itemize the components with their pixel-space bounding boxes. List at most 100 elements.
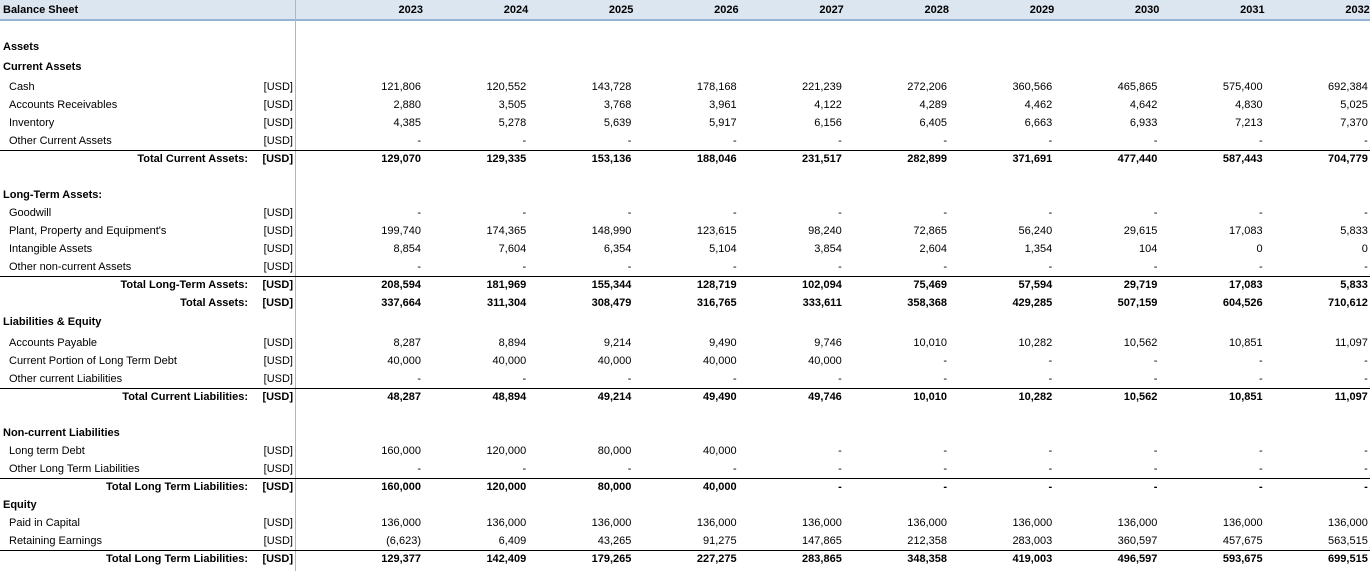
value-cell: - xyxy=(732,261,737,273)
total-value: 710,612 xyxy=(1328,297,1368,309)
value-cell: - xyxy=(1258,135,1263,147)
total-label: Total Current Liabilities: xyxy=(122,391,248,403)
total-value: - xyxy=(1258,481,1263,493)
section-heading: Current Assets xyxy=(3,61,82,73)
value-cell: 147,865 xyxy=(802,535,842,547)
year-header: 2028 xyxy=(924,4,949,16)
total-value: 10,851 xyxy=(1228,391,1263,403)
value-cell: 29,615 xyxy=(1123,225,1158,237)
section-heading: Equity xyxy=(3,499,37,511)
total-value: - xyxy=(1364,481,1368,493)
unit-label: [USD] xyxy=(263,445,293,457)
unit-label: [USD] xyxy=(263,225,293,237)
value-cell: 10,851 xyxy=(1228,337,1263,349)
value-cell: - xyxy=(1258,355,1263,367)
value-cell: 104 xyxy=(1139,243,1158,255)
line-item-label: Accounts Receivables xyxy=(9,99,118,111)
section-heading: Long-Term Assets: xyxy=(3,189,103,201)
value-cell: - xyxy=(838,135,842,147)
year-header: 2030 xyxy=(1134,4,1160,16)
value-cell: 9,746 xyxy=(814,337,842,349)
total-value: 102,094 xyxy=(802,279,842,291)
year-header: 2032 xyxy=(1345,4,1370,16)
total-value: 142,409 xyxy=(486,553,527,565)
value-cell: - xyxy=(417,261,421,273)
value-cell: 692,384 xyxy=(1328,81,1368,93)
value-cell: 283,003 xyxy=(1012,535,1053,547)
total-rule xyxy=(0,550,1370,551)
value-cell: 6,409 xyxy=(498,535,527,547)
value-cell: 136,000 xyxy=(1328,517,1368,529)
value-cell: 136,000 xyxy=(907,517,947,529)
value-cell: - xyxy=(838,207,842,219)
total-value: 704,779 xyxy=(1328,153,1368,165)
value-cell: 40,000 xyxy=(597,355,632,367)
section-heading: Non-current Liabilities xyxy=(3,427,120,439)
total-value: 49,490 xyxy=(702,391,737,403)
value-cell: 199,740 xyxy=(381,225,421,237)
value-cell: - xyxy=(1364,445,1368,457)
total-value: 358,368 xyxy=(907,297,947,309)
total-value: 316,765 xyxy=(696,297,737,309)
value-cell: - xyxy=(1258,373,1263,385)
line-item-label: Intangible Assets xyxy=(9,243,93,255)
total-value: 311,304 xyxy=(487,297,527,309)
value-cell: - xyxy=(943,373,947,385)
unit-label: [USD] xyxy=(263,535,293,547)
value-cell: 160,000 xyxy=(381,445,421,457)
value-cell: - xyxy=(627,207,632,219)
value-cell: 91,275 xyxy=(702,535,737,547)
value-cell: 3,768 xyxy=(603,99,632,111)
unit-label: [USD] xyxy=(262,553,293,565)
total-value: 48,894 xyxy=(492,391,527,403)
line-item-label: Current Portion of Long Term Debt xyxy=(9,355,177,367)
value-cell: - xyxy=(1153,373,1158,385)
value-cell: 5,639 xyxy=(603,117,632,129)
value-cell: 4,385 xyxy=(393,117,421,129)
value-cell: 8,854 xyxy=(393,243,421,255)
line-item-label: Plant, Property and Equipment's xyxy=(9,225,167,237)
value-cell: 457,675 xyxy=(1222,535,1263,547)
value-cell: - xyxy=(1364,207,1368,219)
value-cell: 6,933 xyxy=(1129,117,1158,129)
value-cell: - xyxy=(627,463,632,475)
value-cell: - xyxy=(1048,355,1053,367)
value-cell: - xyxy=(943,463,947,475)
value-cell: - xyxy=(417,463,421,475)
total-value: 419,003 xyxy=(1012,553,1053,565)
value-cell: 5,025 xyxy=(1340,99,1368,111)
value-cell: - xyxy=(522,135,527,147)
total-label: Total Long Term Liabilities: xyxy=(106,553,248,565)
total-value: 181,969 xyxy=(486,279,527,291)
total-value: 49,214 xyxy=(597,391,632,403)
value-cell: 3,961 xyxy=(709,99,737,111)
value-cell: - xyxy=(732,373,737,385)
value-cell: 174,365 xyxy=(486,225,527,237)
value-cell: 136,000 xyxy=(591,517,632,529)
unit-label: [USD] xyxy=(262,279,293,291)
value-cell: - xyxy=(838,373,842,385)
total-label: Total Assets: xyxy=(180,297,248,309)
value-cell: - xyxy=(943,261,947,273)
section-heading: Liabilities & Equity xyxy=(3,316,102,328)
value-cell: 136,000 xyxy=(1117,517,1158,529)
total-value: 128,719 xyxy=(696,279,737,291)
line-item-label: Long term Debt xyxy=(9,445,85,457)
total-value: 333,611 xyxy=(802,297,842,309)
total-value: - xyxy=(943,481,947,493)
value-cell: 5,833 xyxy=(1340,225,1368,237)
line-item-label: Other non-current Assets xyxy=(9,261,132,273)
value-cell: - xyxy=(1153,261,1158,273)
year-header: 2026 xyxy=(714,4,739,16)
value-cell: - xyxy=(1258,261,1263,273)
value-cell: - xyxy=(943,355,947,367)
value-cell: (6,623) xyxy=(386,535,421,547)
value-cell: - xyxy=(943,445,947,457)
value-cell: 221,239 xyxy=(802,81,842,93)
line-item-label: Retaining Earnings xyxy=(9,535,102,547)
total-value: 129,377 xyxy=(381,553,421,565)
value-cell: 143,728 xyxy=(591,81,632,93)
value-cell: 98,240 xyxy=(808,225,842,237)
value-cell: - xyxy=(1364,463,1368,475)
